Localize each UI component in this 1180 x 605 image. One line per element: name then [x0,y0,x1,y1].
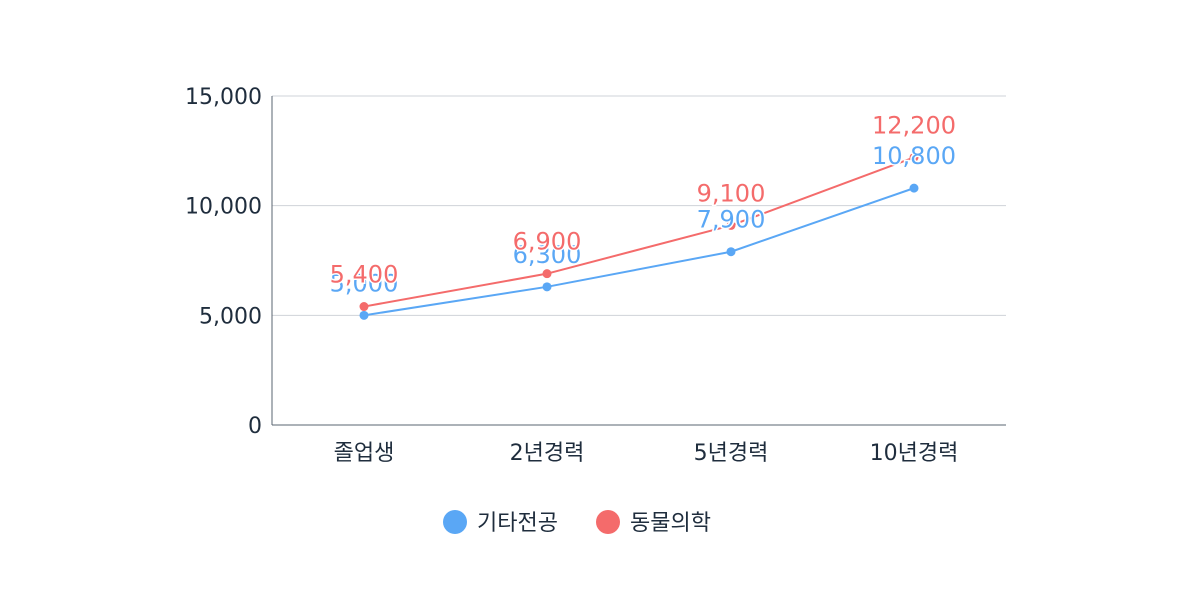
data-label: 6,900 [513,228,582,256]
series-line [363,187,915,317]
data-label: 7,900 [697,206,766,234]
x-tick-label: 졸업생 [334,441,395,466]
data-label: 12,200 [872,111,956,139]
y-tick-label: 5,000 [199,304,262,329]
data-point [542,269,552,279]
legend-item[interactable]: 동물의학 [596,510,711,536]
x-tick-label: 10년경력 [870,441,959,466]
series-lines [359,152,919,320]
legend-label: 기타전공 [477,511,558,536]
data-label: 6,300 [513,241,582,269]
data-label: 5,400 [330,261,399,289]
y-tick-label: 10,000 [185,195,262,220]
x-tick-label: 5년경력 [694,441,769,466]
data-point [359,302,369,312]
data-label: 5,000 [330,269,399,297]
legend-marker-icon [443,510,467,534]
data-point [726,247,736,257]
x-tick-label: 2년경력 [510,441,585,466]
data-label: 9,100 [697,179,766,207]
y-tick-label: 15,000 [185,85,262,110]
series-line [363,156,915,308]
data-label: 10,800 [872,142,956,170]
data-labels: 5,000 6,300 7,900 10,800 5,400 6,900 9,100 12,2… [328,110,957,299]
gridlines [272,95,1006,316]
legend-item[interactable]: 기타전공 [443,510,558,536]
legend-marker-icon [596,510,620,534]
data-point [359,310,369,320]
data-point [909,183,919,193]
axes: 0 5,000 10,000 15,000 졸업생 2년경력 5년경력 10년경력 [185,85,1006,466]
legend: 기타전공 동물의학 [443,510,711,536]
data-point [542,282,552,292]
data-point [726,220,736,230]
data-point [909,152,919,162]
y-tick-label: 0 [248,414,262,439]
legend-label: 동물의학 [630,511,711,536]
